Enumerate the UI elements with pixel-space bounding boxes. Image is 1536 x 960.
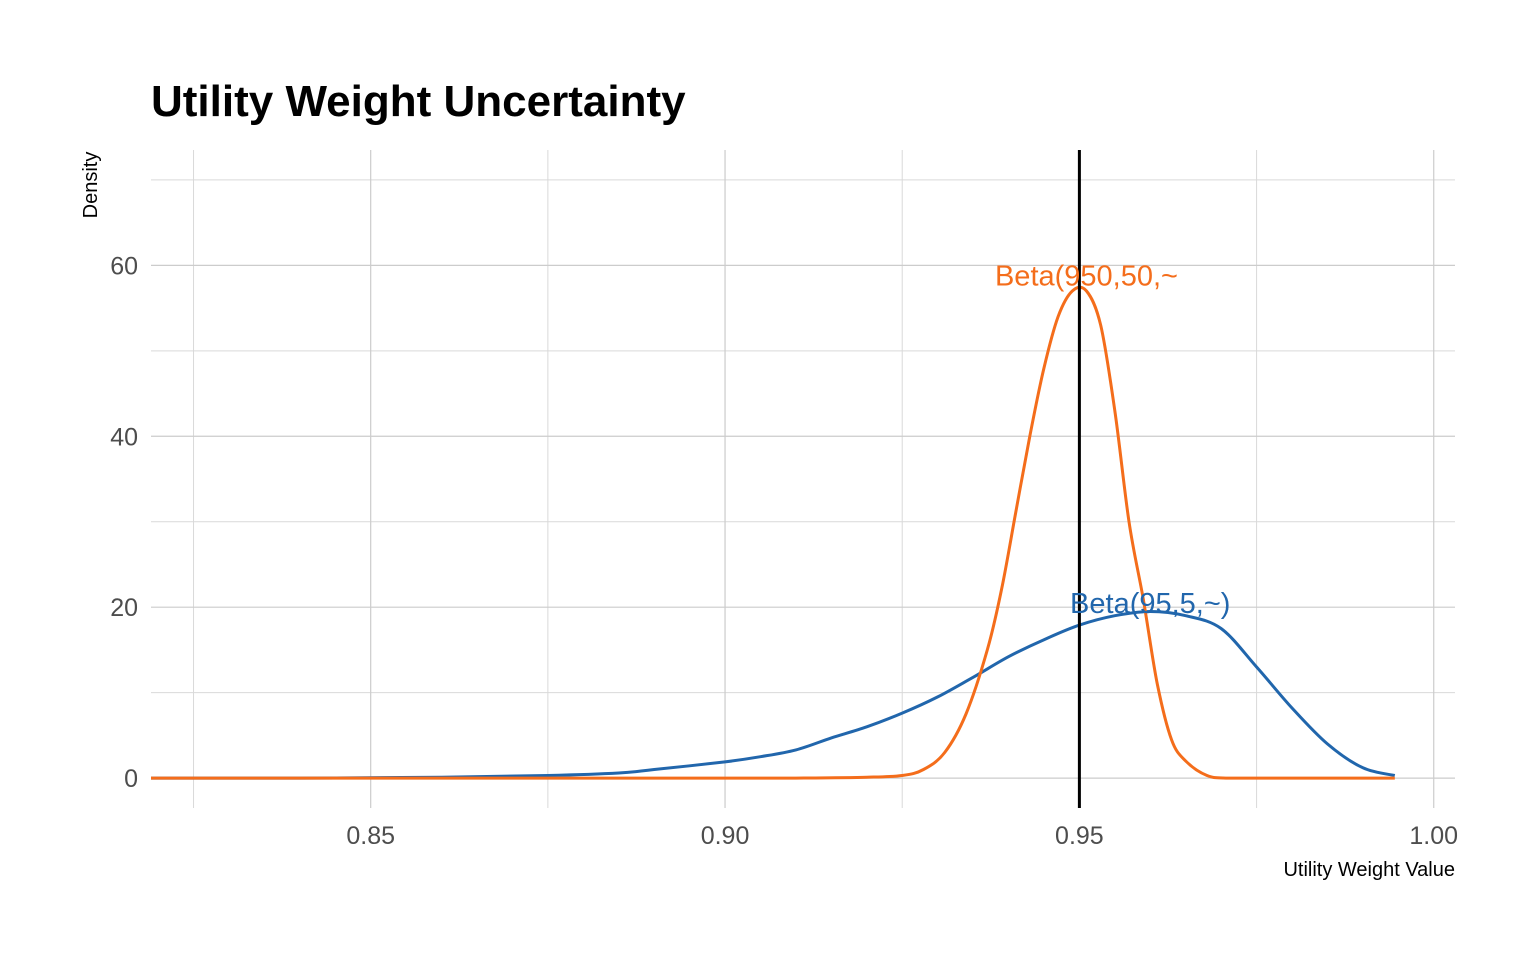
x-tick-label: 0.95 [1055, 822, 1104, 850]
series-label-2: Beta(950,50,~ [995, 261, 1178, 293]
major-gridlines [151, 150, 1455, 808]
y-axis-title: Density [80, 152, 102, 219]
x-axis-ticks: 0.85 0.90 0.95 1.00 [346, 822, 1458, 850]
y-tick-label: 60 [110, 252, 138, 280]
x-tick-label: 0.90 [701, 822, 750, 850]
series-labels: Beta(95,5,~) Beta(950,50,~ [995, 261, 1230, 620]
chart-title: Utility Weight Uncertainty [151, 77, 686, 126]
density-curves [150, 285, 1396, 780]
y-axis-ticks: 0 20 40 60 [110, 252, 138, 793]
x-tick-label: 0.85 [346, 822, 395, 850]
minor-gridlines [151, 150, 1455, 808]
y-tick-label: 20 [110, 594, 138, 622]
y-tick-label: 40 [110, 423, 138, 451]
density-curve-2 [150, 285, 1395, 780]
density-curve-1 [150, 610, 1396, 780]
y-tick-label: 0 [124, 765, 138, 793]
x-axis-title: Utility Weight Value [1283, 859, 1455, 881]
x-tick-label: 1.00 [1409, 822, 1458, 850]
series-label-1: Beta(95,5,~) [1070, 588, 1230, 620]
